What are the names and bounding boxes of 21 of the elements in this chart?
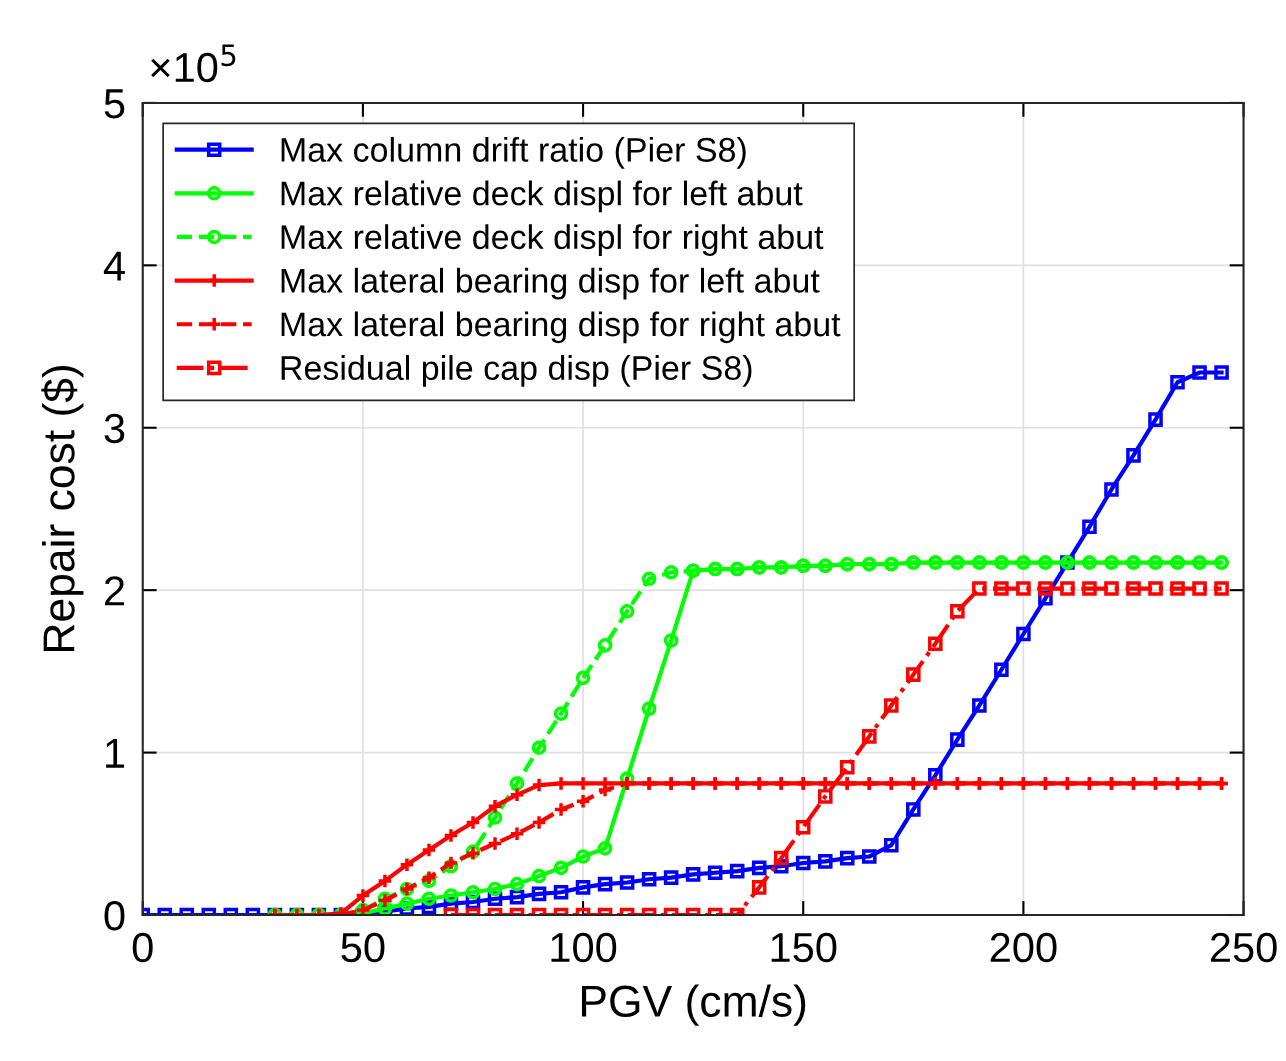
y-tick-label: 3 [104,413,125,444]
x-tick-label: 250 [1210,932,1277,963]
x-tick-label: 50 [341,932,385,963]
y-tick-label: 1 [106,739,125,768]
y-tick-label: 4 [103,251,125,281]
legend-label: Max column drift ratio (Pier S8) [281,136,746,169]
x-tick-label: 200 [990,932,1057,963]
x-tick-label: 150 [771,932,837,963]
legend-label: Max relative deck displ for left abut [281,180,803,213]
y-tick-label: 5 [104,89,125,119]
x-tick-label: 0 [132,932,153,963]
x-tick-label: 100 [551,932,617,963]
legend-label: Max lateral bearing disp for right abut [281,311,841,344]
y-tick-label: 0 [104,901,125,931]
y-axis-title: Repair cost ($) [41,365,84,652]
text: ×10$^{5}$ [151,44,236,83]
legend-label: Max lateral bearing disp for left abut [281,267,820,300]
legend-label: Max relative deck displ for right abut [281,224,824,256]
x-axis-title: PGV (cm/s) [581,984,806,1026]
legend-label: Residual pile cap disp (Pier S8) [281,355,752,387]
y-tick-label: 2 [105,576,124,606]
